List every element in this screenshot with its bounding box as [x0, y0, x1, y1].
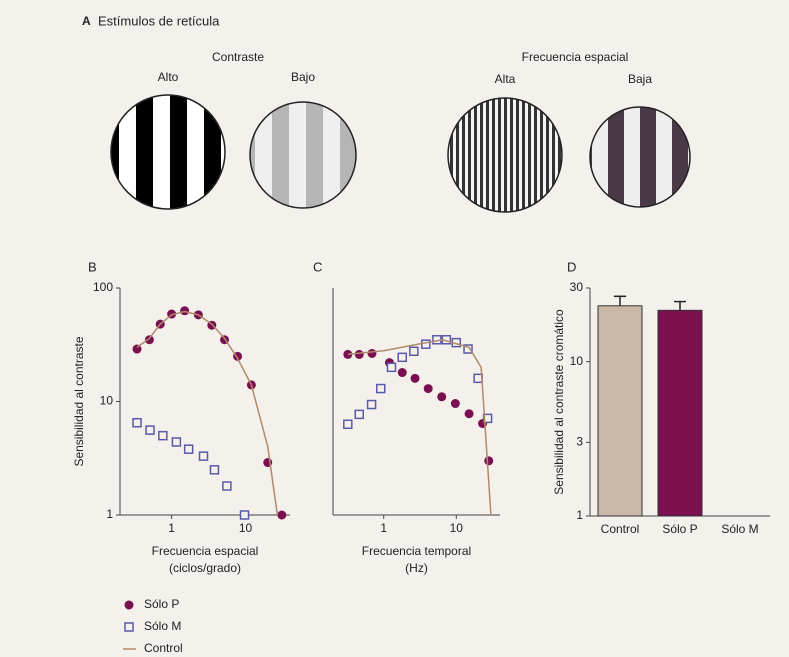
point [223, 482, 231, 490]
point [185, 445, 193, 453]
point [210, 466, 218, 474]
x-tick-label: 1 [380, 521, 387, 535]
x-tick-label: Sólo P [662, 522, 697, 536]
x-tick-label: 1 [168, 521, 175, 535]
stimulus-label: Alto [158, 70, 179, 84]
x-tick-label: 10 [450, 521, 464, 535]
control-line [348, 340, 491, 515]
y-tick-label: 10 [100, 394, 114, 408]
panel-letter: D [567, 259, 576, 274]
legend-label: Sólo M [144, 619, 181, 633]
bar [658, 310, 702, 516]
panel-letter: B [88, 259, 97, 274]
grating [590, 107, 690, 207]
point [437, 392, 446, 401]
point [180, 306, 189, 315]
y-tick-label: 30 [570, 280, 584, 294]
point [344, 420, 352, 428]
legend-swatch [125, 601, 134, 610]
point [133, 419, 141, 427]
point [451, 399, 460, 408]
point [355, 350, 364, 359]
point [398, 353, 406, 361]
point [241, 511, 249, 519]
x-tick-label: 10 [239, 521, 253, 535]
figure: A Estímulos de retícula Contraste Alto B… [0, 0, 789, 657]
point [484, 456, 493, 465]
grating [250, 102, 356, 208]
stimulus-label: Baja [628, 72, 652, 86]
y-tick-label: 1 [106, 507, 113, 521]
y-axis-label: Sensibilidad al contraste [72, 336, 86, 466]
point [424, 384, 433, 393]
point [146, 426, 154, 434]
x-axis-label: (ciclos/grado) [169, 561, 241, 575]
point [172, 438, 180, 446]
y-tick-label: 100 [93, 280, 113, 294]
stimulus-label: Bajo [291, 70, 315, 84]
point [355, 410, 363, 418]
panel-letter: C [313, 259, 322, 274]
point [368, 349, 377, 358]
point [411, 374, 420, 383]
point [159, 432, 167, 440]
point [388, 363, 396, 371]
legend-label: Sólo P [144, 597, 179, 611]
x-axis-label: (Hz) [405, 561, 428, 575]
point [368, 401, 376, 409]
stimulus-label: Alta [495, 72, 516, 86]
control-line [137, 312, 277, 515]
x-axis-label: Frecuencia temporal [362, 544, 471, 558]
panel-letter: A [82, 14, 91, 28]
grating [111, 95, 225, 209]
grating [448, 98, 562, 212]
point [377, 385, 385, 393]
legend-label: Control [144, 641, 183, 655]
point [465, 409, 474, 418]
point [422, 340, 430, 348]
group-label: Frecuencia espacial [522, 50, 629, 64]
x-tick-label: Control [601, 522, 640, 536]
group-label: Contraste [212, 50, 264, 64]
y-tick-label: 10 [570, 354, 584, 368]
y-tick-label: 1 [576, 508, 583, 522]
bar [598, 306, 642, 516]
point [398, 368, 407, 377]
point [410, 347, 418, 355]
y-tick-label: 3 [576, 435, 583, 449]
panel-title: Estímulos de retícula [98, 13, 220, 28]
point [200, 452, 208, 460]
x-tick-label: Sólo M [721, 522, 758, 536]
legend-swatch [125, 623, 133, 631]
point [277, 511, 286, 520]
x-axis-label: Frecuencia espacial [152, 544, 259, 558]
y-axis-label: Sensibilidad al contraste cromático [552, 309, 566, 495]
